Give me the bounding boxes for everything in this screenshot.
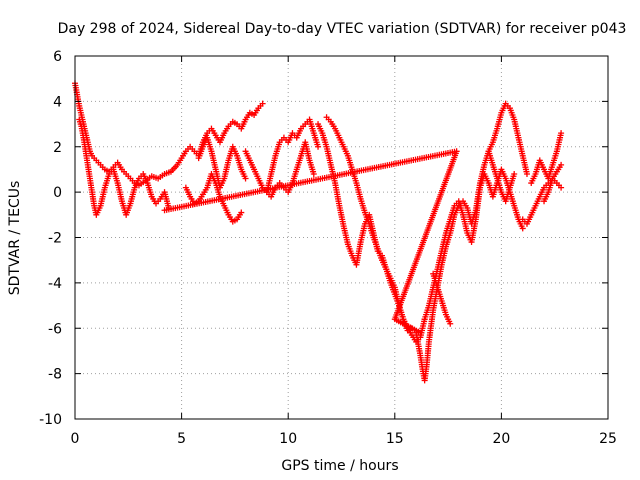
x-tick-label: 20	[492, 431, 510, 447]
chart-title: Day 298 of 2024, Sidereal Day-to-day VTE…	[58, 21, 627, 37]
data-point-track-m	[558, 184, 565, 191]
y-tick-label: -4	[48, 276, 62, 292]
x-tick-label: 25	[599, 431, 617, 447]
y-tick-label: 2	[53, 140, 62, 156]
data-point-track-j	[519, 225, 526, 232]
data-point-track-d	[242, 175, 249, 182]
data-point-track-i	[523, 170, 530, 177]
x-tick-label: 15	[386, 431, 404, 447]
data-point-track-a	[259, 100, 266, 107]
y-axis-label: SDTVAR / TECUs	[7, 181, 23, 296]
data-point-track-e	[315, 143, 322, 150]
x-tick-label: 10	[279, 431, 297, 447]
y-tick-label: -10	[39, 412, 62, 428]
x-axis-label: GPS time / hours	[281, 458, 398, 474]
plot-frame	[74, 55, 609, 420]
data-point-isolated	[417, 329, 424, 336]
y-tick-label: 6	[53, 49, 62, 65]
data-point-track-k	[447, 320, 454, 327]
data-point-track-n	[558, 130, 565, 137]
y-tick-label: -8	[48, 367, 62, 383]
x-tick-label: 5	[177, 431, 186, 447]
data-points	[72, 80, 565, 384]
y-tick-label: -2	[48, 231, 62, 247]
y-tick-label: -6	[48, 321, 62, 337]
data-point-track-o	[558, 161, 565, 168]
axis-ticks: 0 5 10 15 20 25 -10 -8 -6 -4 -2 0 2 4 6	[39, 49, 617, 447]
grid	[75, 56, 608, 419]
y-tick-label: 4	[53, 94, 62, 110]
data-point-track-c	[238, 209, 245, 216]
data-point-track-l	[511, 170, 518, 177]
data-point-track-f	[310, 170, 317, 177]
x-tick-label: 0	[71, 431, 80, 447]
y-tick-label: 0	[53, 185, 62, 201]
